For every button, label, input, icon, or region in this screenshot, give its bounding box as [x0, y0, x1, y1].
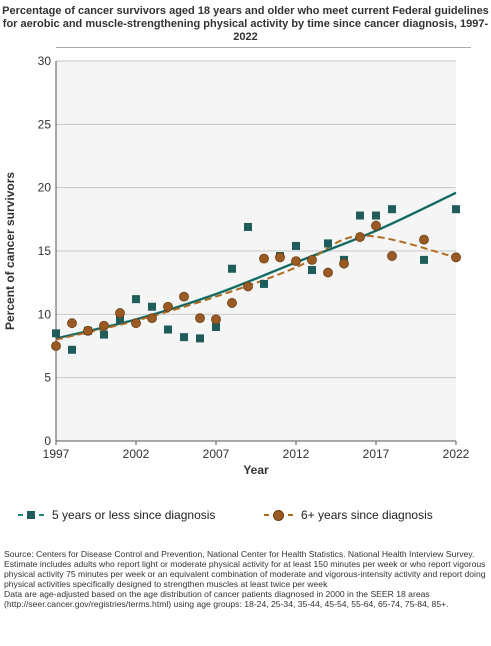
point-series2	[99, 320, 109, 331]
legend-item-series2[interactable]: 6+ years since diagnosis	[264, 508, 433, 522]
point-series2	[195, 313, 205, 324]
point-series2	[115, 308, 125, 318]
y-tick-label: 5	[44, 371, 51, 385]
point-series1	[388, 205, 396, 214]
data-points	[51, 205, 461, 354]
x-tick-label: 2007	[203, 447, 230, 461]
chart-plot: 0 5 10 15 20 25 30 1997 2002 2007 2012 2017 2022 Yea…	[3, 54, 470, 477]
point-series1	[244, 222, 252, 231]
y-axis-label: Percent of cancer survivors	[3, 172, 17, 330]
point-series1	[132, 295, 140, 304]
note-line: Data are age-adjusted based on the age d…	[4, 589, 449, 609]
point-series1	[356, 211, 364, 220]
point-series1	[324, 239, 332, 248]
point-series1	[452, 205, 460, 214]
x-tick-label: 2017	[363, 447, 390, 461]
point-series2	[371, 220, 381, 231]
trend-line-series1-core	[55, 192, 457, 339]
point-series2	[83, 325, 93, 336]
point-series2	[355, 232, 365, 242]
point-series1	[292, 241, 300, 250]
source-line: Source: Centers for Disease Control and …	[4, 549, 475, 559]
point-series2	[243, 281, 253, 292]
point-series1	[308, 266, 316, 274]
y-tick-label: 25	[38, 117, 52, 131]
y-tick-label: 0	[44, 434, 51, 448]
x-axis-label: Year	[243, 463, 269, 477]
point-series1	[148, 302, 156, 311]
point-series1	[420, 255, 428, 264]
point-series2	[259, 253, 269, 264]
legend-line-swatch	[264, 514, 269, 516]
point-series1	[212, 323, 220, 331]
tick-labels: 0 5 10 15 20 25 30 1997 2002 2007 2012 2017 2022	[38, 54, 470, 461]
note-line: Estimate includes adults who report ligh…	[4, 559, 486, 589]
circle-marker-icon	[273, 509, 284, 521]
legend-line-swatch	[39, 514, 44, 516]
point-series1	[260, 279, 268, 288]
point-series1	[196, 334, 204, 343]
y-tick-label: 30	[38, 54, 52, 68]
point-series2	[387, 251, 397, 261]
legend-label: 6+ years since diagnosis	[301, 508, 433, 522]
y-tick-label: 20	[38, 181, 52, 195]
x-tick-label: 2022	[443, 447, 470, 461]
point-series1	[52, 329, 60, 338]
point-series2	[307, 254, 317, 265]
legend-line-swatch	[18, 514, 23, 516]
trend-line-series2	[55, 234, 457, 341]
point-series1	[100, 330, 108, 339]
point-series2	[179, 291, 189, 302]
gridlines	[56, 60, 456, 379]
point-series2	[211, 314, 221, 325]
point-series2	[419, 234, 429, 245]
point-series2	[163, 301, 173, 312]
point-series1	[180, 333, 188, 342]
legend: 5 years or less since diagnosis 6+ years…	[0, 508, 491, 528]
point-series2	[275, 252, 285, 263]
axes	[55, 61, 457, 445]
source-notes: Source: Centers for Disease Control and …	[4, 549, 488, 609]
point-series2	[51, 341, 61, 351]
y-tick-label: 15	[38, 244, 52, 258]
point-series2	[147, 313, 157, 324]
x-tick-label: 1997	[43, 447, 70, 461]
trend-lines	[55, 191, 457, 341]
chart-title: Percentage of cancer survivors aged 18 y…	[2, 5, 489, 43]
legend-line-swatch	[288, 514, 293, 516]
point-series2	[291, 256, 301, 267]
legend-item-series1[interactable]: 5 years or less since diagnosis	[18, 508, 215, 522]
point-series2	[131, 318, 141, 329]
legend-label: 5 years or less since diagnosis	[52, 508, 216, 522]
point-series1	[372, 211, 380, 220]
y-tick-label: 10	[38, 307, 52, 321]
title-divider	[56, 47, 471, 48]
x-tick-label: 2012	[283, 447, 310, 461]
point-series1	[68, 345, 76, 354]
point-series2	[227, 298, 237, 308]
square-marker-icon	[27, 511, 35, 519]
point-series1	[228, 264, 236, 273]
point-series2	[67, 318, 77, 329]
point-series2	[451, 252, 461, 263]
point-series2	[323, 267, 333, 278]
x-tick-label: 2002	[123, 447, 150, 461]
point-series1	[116, 315, 124, 324]
point-series1	[164, 325, 172, 334]
point-series2	[339, 258, 349, 269]
